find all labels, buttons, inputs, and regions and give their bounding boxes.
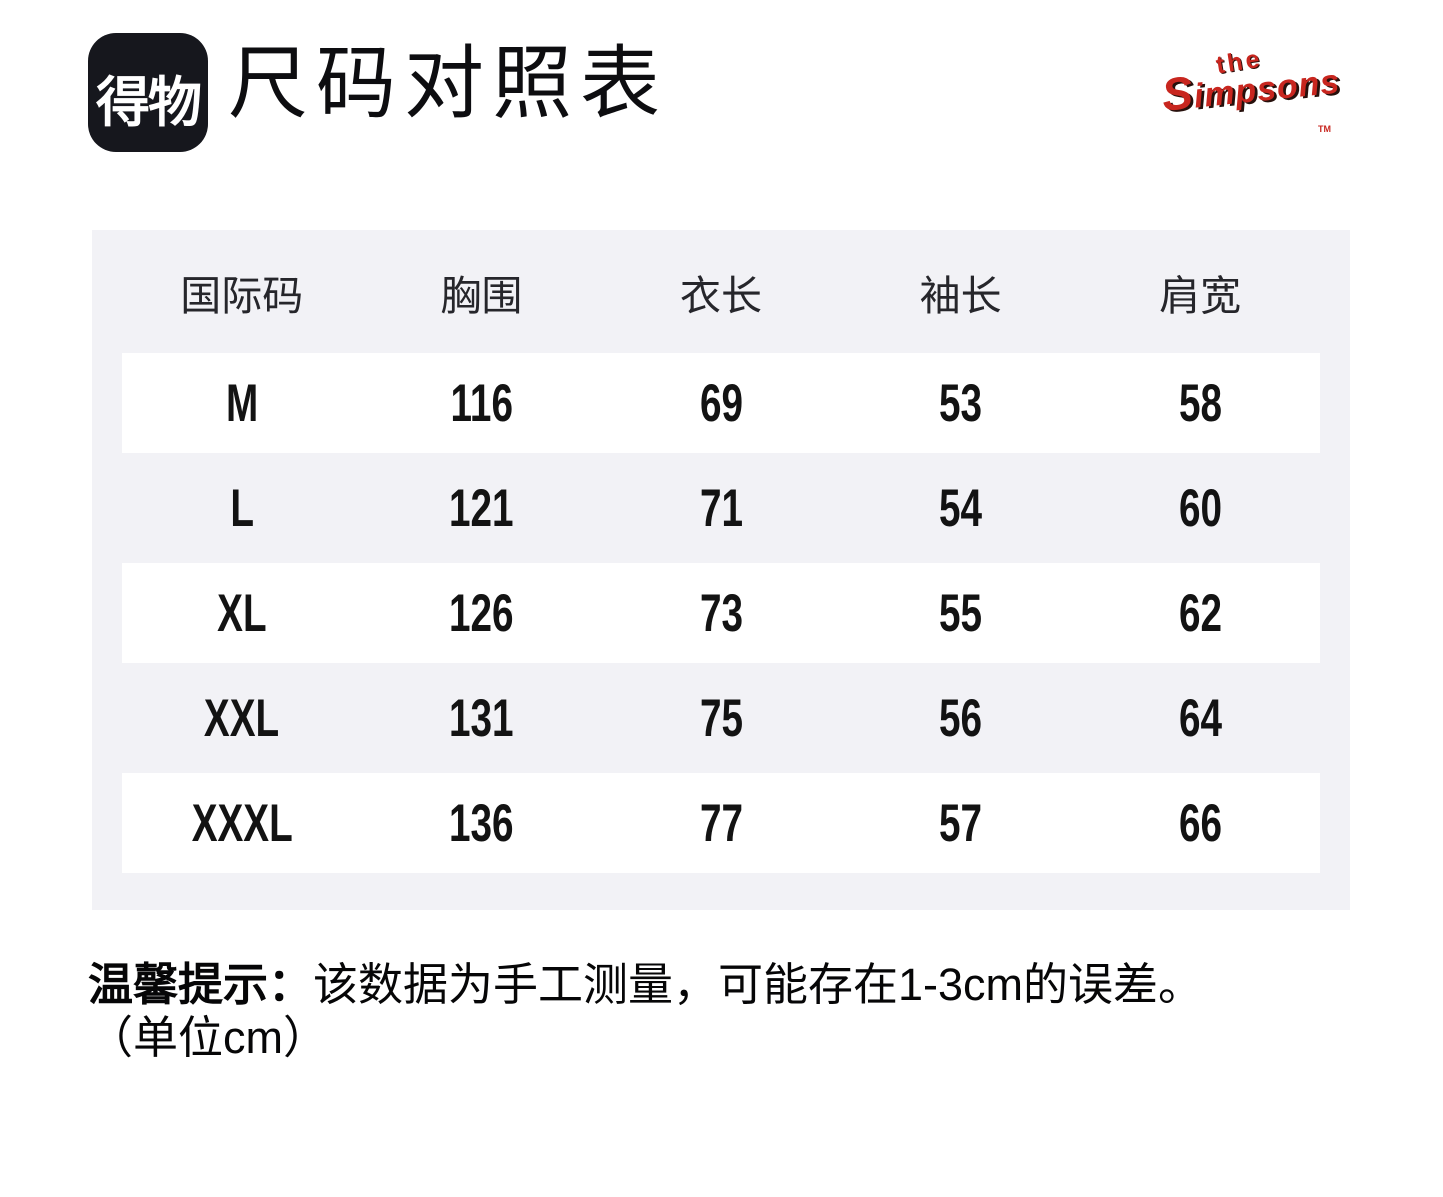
footnote-line1: 温馨提示：该数据为手工测量，可能存在1-3cm的误差。 — [88, 958, 1398, 1011]
value-cell: 57 — [939, 793, 983, 853]
size-cell: L — [229, 478, 254, 538]
value-cell: 77 — [699, 793, 743, 853]
value-cell: 126 — [449, 583, 514, 643]
column-header-length: 衣长 — [679, 272, 762, 319]
value-cell: 66 — [1178, 793, 1222, 853]
footnote: 温馨提示：该数据为手工测量，可能存在1-3cm的误差。 （单位cm） — [88, 958, 1398, 1064]
value-cell: 116 — [450, 373, 513, 433]
footnote-emphasis: 温馨提示： — [88, 959, 314, 1010]
value-cell: 56 — [939, 688, 983, 748]
size-table-header-row: 国际码 胸围 衣长 袖长 肩宽 — [122, 230, 1320, 353]
size-row-xl: XL 126 73 55 62 — [122, 563, 1320, 663]
value-cell: 73 — [699, 583, 743, 643]
value-cell: 131 — [449, 688, 514, 748]
value-cell: 71 — [699, 478, 743, 538]
column-header-shoulder: 肩宽 — [1159, 272, 1242, 319]
dewu-app-logo: 得物 — [88, 33, 208, 152]
page-title: 尺码对照表 — [228, 39, 668, 128]
value-cell: 54 — [939, 478, 983, 538]
simpsons-brand-logo: the Simpsons TM — [1159, 45, 1342, 134]
simpsons-logo-name: Simpsons — [1159, 62, 1342, 121]
size-cell: XXL — [204, 688, 280, 748]
size-cell: XL — [217, 583, 267, 643]
value-cell: 75 — [699, 688, 743, 748]
trademark-mark: TM — [1318, 124, 1331, 134]
size-row-xxxl: XXXL 136 77 57 66 — [122, 773, 1320, 873]
value-cell: 55 — [939, 583, 983, 643]
size-row-l: L 121 71 54 60 — [122, 453, 1320, 563]
size-table: 国际码 胸围 衣长 袖长 肩宽 M 116 69 53 58 L 121 71 … — [92, 230, 1350, 910]
value-cell: 136 — [449, 793, 514, 853]
value-cell: 62 — [1178, 583, 1222, 643]
value-cell: 60 — [1178, 478, 1222, 538]
footnote-unit-note: （单位cm） — [88, 1012, 328, 1063]
column-header-chest: 胸围 — [440, 272, 523, 319]
dewu-logo-text: 得物 — [96, 73, 202, 133]
size-row-m: M 116 69 53 58 — [122, 353, 1320, 453]
value-cell: 121 — [449, 478, 514, 538]
size-cell: XXXL — [191, 793, 293, 853]
size-row-xxl: XXL 131 75 56 64 — [122, 663, 1320, 773]
column-header-sleeve: 袖长 — [919, 272, 1002, 319]
footnote-text: 该数据为手工测量，可能存在1-3cm的误差。 — [313, 959, 1204, 1010]
size-cell: M — [225, 373, 258, 433]
value-cell: 69 — [699, 373, 743, 433]
column-header-size: 国际码 — [180, 272, 304, 319]
value-cell: 58 — [1178, 373, 1222, 433]
value-cell: 64 — [1178, 688, 1222, 748]
value-cell: 53 — [939, 373, 983, 433]
